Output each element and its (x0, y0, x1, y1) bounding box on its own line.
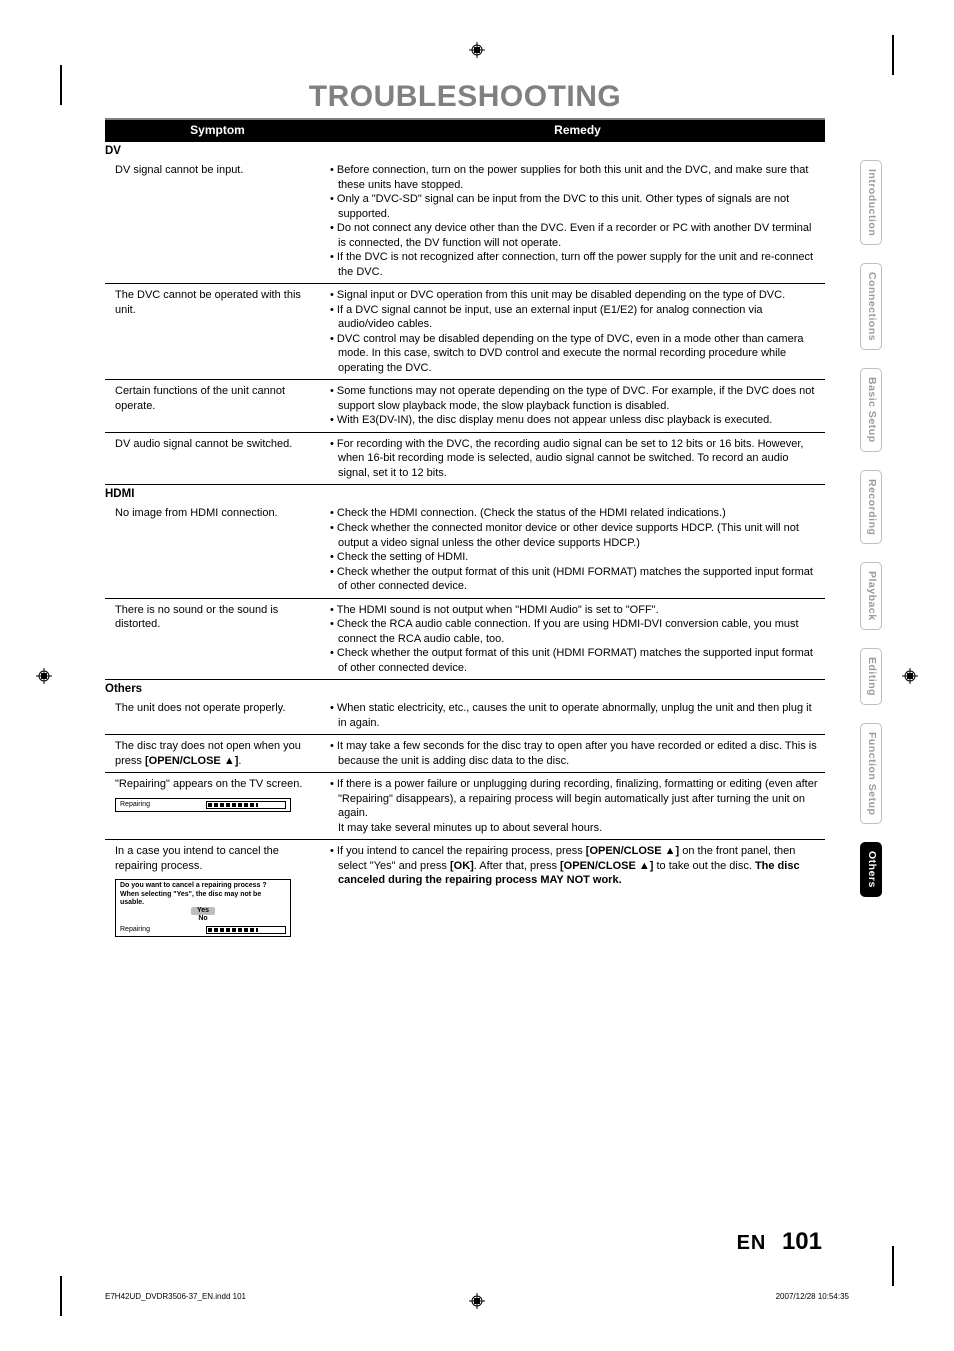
remedy-item: Some functions may not operate depending… (330, 384, 819, 413)
remedy-item: Check whether the output format of this … (330, 646, 819, 675)
remedy-item: If the DVC is not recognized after conne… (330, 250, 819, 279)
symptom-cell: The disc tray does not open when you pre… (105, 735, 330, 773)
remedy-cell: The HDMI sound is not output when "HDMI … (330, 598, 825, 680)
crop-mark (892, 1246, 894, 1286)
section-label: DV (105, 142, 825, 159)
remedy-item: Do not connect any device other than the… (330, 221, 819, 250)
remedy-item: Before connection, turn on the power sup… (330, 163, 819, 192)
crop-mark (60, 65, 62, 105)
remedy-item: Check the setting of HDMI. (330, 550, 819, 565)
side-tab-editing[interactable]: Editing (860, 648, 882, 705)
remedy-item: If you intend to cancel the repairing pr… (330, 844, 819, 888)
side-tab-others[interactable]: Others (860, 842, 882, 897)
symptom-cell: There is no sound or the sound is distor… (105, 598, 330, 680)
crop-mark (60, 1276, 62, 1316)
symptom-cell: The DVC cannot be operated with this uni… (105, 284, 330, 380)
side-tab-basic-setup[interactable]: Basic Setup (860, 368, 882, 452)
remedy-cell: For recording with the DVC, the recordin… (330, 432, 825, 485)
side-tab-introduction[interactable]: Introduction (860, 160, 882, 245)
remedy-cell: When static electricity, etc., causes th… (330, 697, 825, 735)
remedy-item: Check the RCA audio cable connection. If… (330, 617, 819, 646)
osd-cancel-repair-box: Do you want to cancel a repairing proces… (115, 879, 291, 936)
section-label: HDMI (105, 485, 825, 503)
print-line-right: 2007/12/28 10:54:35 (776, 1292, 849, 1301)
symptom-cell: DV signal cannot be input. (105, 159, 330, 284)
troubleshooting-table: Symptom Remedy DVDV signal cannot be inp… (105, 120, 825, 941)
symptom-cell: The unit does not operate properly. (105, 697, 330, 735)
remedy-cell: Before connection, turn on the power sup… (330, 159, 825, 284)
registration-mark-icon (36, 668, 52, 684)
page-footer: EN 101 (737, 1228, 822, 1256)
remedy-item: Check the HDMI connection. (Check the st… (330, 506, 819, 521)
side-tab-connections[interactable]: Connections (860, 263, 882, 350)
side-tab-playback[interactable]: Playback (860, 562, 882, 630)
remedy-item: The HDMI sound is not output when "HDMI … (330, 603, 819, 618)
remedy-item: When static electricity, etc., causes th… (330, 701, 819, 730)
remedy-item: Check whether the output format of this … (330, 565, 819, 594)
symptom-cell: "Repairing" appears on the TV screen.Rep… (105, 773, 330, 840)
print-line-left: E7H42UD_DVDR3506-37_EN.indd 101 (105, 1292, 246, 1301)
remedy-cell: If there is a power failure or unpluggin… (330, 773, 825, 840)
remedy-item: Check whether the connected monitor devi… (330, 521, 819, 550)
remedy-item: For recording with the DVC, the recordin… (330, 437, 819, 481)
registration-mark-icon (902, 668, 918, 684)
osd-repairing-box: Repairing (115, 798, 291, 812)
symptom-cell: DV audio signal cannot be switched. (105, 432, 330, 485)
remedy-item: If a DVC signal cannot be input, use an … (330, 303, 819, 332)
remedy-cell: If you intend to cancel the repairing pr… (330, 840, 825, 941)
remedy-cell: Check the HDMI connection. (Check the st… (330, 502, 825, 598)
side-tabs: Introduction Connections Basic Setup Record… (860, 160, 882, 897)
page-content: TROUBLESHOOTING Symptom Remedy DVDV sign… (105, 80, 825, 941)
side-tab-function-setup[interactable]: Function Setup (860, 723, 882, 824)
remedy-cell: Some functions may not operate depending… (330, 380, 825, 433)
remedy-item: It may take a few seconds for the disc t… (330, 739, 819, 768)
side-tab-recording[interactable]: Recording (860, 470, 882, 544)
footer-page: 101 (782, 1228, 822, 1255)
symptom-cell: No image from HDMI connection. (105, 502, 330, 598)
registration-mark-icon (469, 1293, 485, 1309)
page-title: TROUBLESHOOTING (105, 80, 825, 120)
col-header-symptom: Symptom (105, 120, 330, 142)
remedy-item: With E3(DV-IN), the disc display menu do… (330, 413, 819, 428)
registration-mark-icon (469, 42, 485, 58)
footer-lang: EN (737, 1232, 767, 1254)
remedy-item: If there is a power failure or unpluggin… (330, 777, 819, 835)
col-header-remedy: Remedy (330, 120, 825, 142)
symptom-cell: In a case you intend to cancel the repai… (105, 840, 330, 941)
remedy-cell: Signal input or DVC operation from this … (330, 284, 825, 380)
remedy-item: DVC control may be disabled depending on… (330, 332, 819, 376)
remedy-item: Signal input or DVC operation from this … (330, 288, 819, 303)
section-label: Others (105, 680, 825, 698)
symptom-cell: Certain functions of the unit cannot ope… (105, 380, 330, 433)
crop-mark (892, 35, 894, 75)
remedy-cell: It may take a few seconds for the disc t… (330, 735, 825, 773)
remedy-item: Only a "DVC-SD" signal can be input from… (330, 192, 819, 221)
